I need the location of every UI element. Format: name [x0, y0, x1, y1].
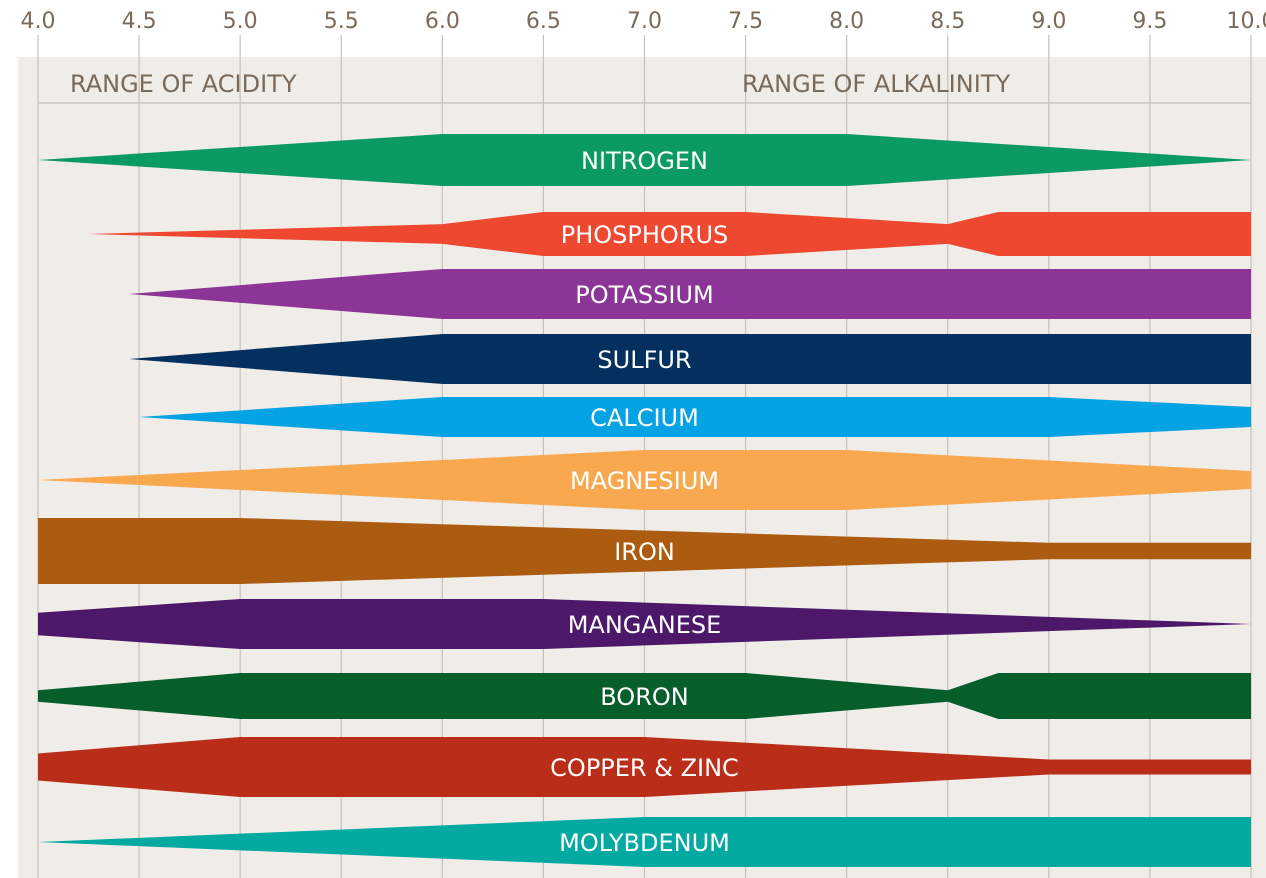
- x-tick-label: 7.0: [627, 9, 662, 34]
- nutrient-label: MAGNESIUM: [570, 467, 719, 495]
- nutrient-bands: NITROGEN PHOSPHORUS POTASSIUM SULFUR CALCIUM…: [38, 134, 1252, 867]
- x-tick-label: 5.5: [324, 9, 359, 34]
- x-axis-tick-labels: 4.0 4.5 5.0 5.5 6.0 6.5 7.0 7.5 8.0 8.5 9.0 9.5 10.0: [21, 9, 1266, 34]
- nutrient-label: BORON: [600, 683, 688, 711]
- nutrient-label: POTASSIUM: [575, 281, 713, 309]
- nutrient-band-boron: [38, 673, 1251, 719]
- nutrient-band-sulfur: [129, 334, 1251, 384]
- range-of-alkalinity-label: RANGE OF ALKALINITY: [742, 70, 1010, 98]
- x-tick-label: 9.5: [1132, 9, 1167, 34]
- nutrient-band-copper-zinc: [38, 737, 1251, 797]
- nutrient-band-molybdenum: [38, 817, 1251, 867]
- nutrient-label: MOLYBDENUM: [559, 829, 730, 857]
- nutrient-band-iron: [38, 518, 1251, 584]
- nutrient-label: NITROGEN: [581, 147, 708, 175]
- x-tick-label: 10.0: [1227, 9, 1266, 34]
- x-tick-label: 4.0: [21, 9, 56, 34]
- x-tick-label: 9.0: [1031, 9, 1066, 34]
- x-tick-label: 5.0: [223, 9, 258, 34]
- x-tick-label: 8.5: [930, 9, 965, 34]
- nutrient-band-phosphorus: [88, 212, 1251, 256]
- nutrient-band-calcium: [139, 397, 1252, 437]
- x-tick-label: 4.5: [122, 9, 157, 34]
- nutrient-band-potassium: [129, 269, 1251, 319]
- nutrient-band-magnesium: [38, 450, 1251, 510]
- nutrient-label: PHOSPHORUS: [561, 221, 729, 249]
- range-of-acidity-label: RANGE OF ACIDITY: [70, 70, 297, 98]
- nutrient-label: IRON: [614, 538, 675, 566]
- nutrient-label: CALCIUM: [590, 404, 699, 432]
- nutrient-band-nitrogen: [38, 134, 1251, 186]
- x-tick-label: 7.5: [728, 9, 763, 34]
- nutrient-label: COPPER & ZINC: [550, 754, 739, 782]
- nutrient-band-manganese: [38, 599, 1251, 649]
- x-tick-label: 6.0: [425, 9, 460, 34]
- x-tick-label: 8.0: [829, 9, 864, 34]
- x-tick-label: 6.5: [526, 9, 561, 34]
- nutrient-label: MANGANESE: [568, 611, 722, 639]
- nutrient-label: SULFUR: [597, 346, 691, 374]
